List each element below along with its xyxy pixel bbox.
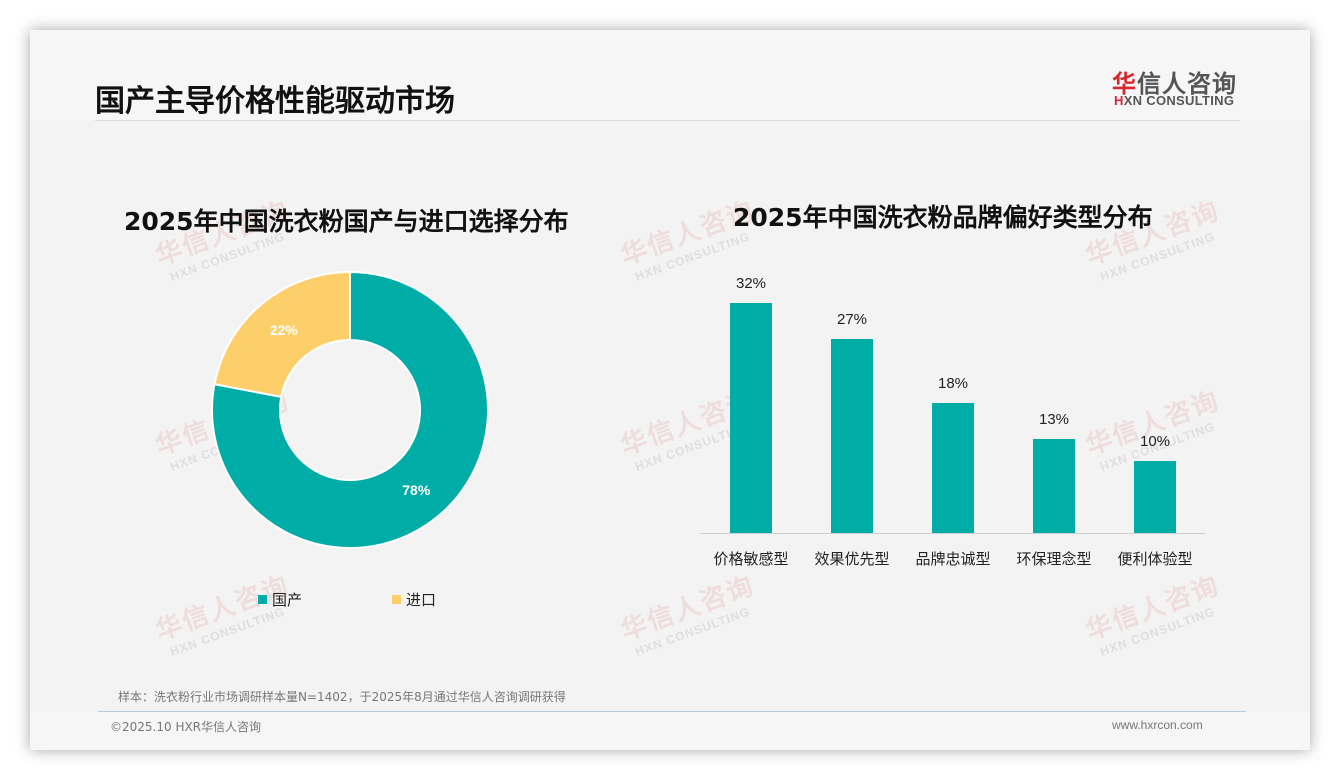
donut-slice-label: 22% — [269, 321, 298, 338]
bar — [1033, 439, 1075, 533]
donut-slice-1 — [213, 270, 351, 399]
legend-swatch — [258, 595, 267, 604]
logo-en-red: H — [1114, 93, 1124, 108]
bar — [1134, 461, 1176, 533]
copyright: ©2025.10 HXR华信人咨询 — [110, 720, 262, 734]
page-title: 国产主导价格性能驱动市场 — [95, 84, 455, 119]
logo-cn-rest: 信人咨询 — [1137, 70, 1237, 98]
bar-value-label: 13% — [1038, 411, 1070, 429]
legend-label: 国产 — [272, 591, 303, 609]
bar-chart-title: 2025年中国洗衣粉品牌偏好类型分布 — [733, 203, 1153, 232]
slide: 国产主导价格性能驱动市场 华信人咨询 HXN CONSULTING 华信人咨询 H… — [30, 30, 1310, 750]
legend-item: 进口 — [392, 589, 436, 610]
logo-en: HXN CONSULTING — [1114, 93, 1234, 108]
legend-swatch — [392, 595, 401, 604]
website-link[interactable]: www.hxrcon.com — [1112, 718, 1203, 732]
bar — [932, 403, 974, 533]
footer-divider — [98, 711, 1246, 712]
legend-item: 国产 — [258, 589, 302, 610]
legend-label: 进口 — [406, 591, 437, 609]
sample-note: 样本：洗衣粉行业市场调研样本量N=1402，于2025年8月通过华信人咨询调研获… — [118, 690, 566, 704]
bar-category-label: 环保理念型 — [1016, 550, 1092, 568]
bar-value-label: 32% — [735, 274, 767, 292]
bar-value-label: 10% — [1139, 433, 1171, 450]
donut-slice-0 — [211, 270, 489, 549]
bar-chart-axis — [700, 533, 1205, 534]
logo-cn: 华信人咨询 — [1112, 64, 1237, 99]
donut-slice-label: 78% — [402, 482, 431, 499]
brand-logo: 华信人咨询 HXN CONSULTING — [1112, 64, 1252, 114]
bar — [831, 338, 873, 533]
logo-cn-red: 华 — [1112, 70, 1137, 98]
header-divider — [95, 120, 1240, 121]
bar-category-label: 效果优先型 — [814, 550, 890, 568]
bar-value-label: 18% — [937, 375, 969, 393]
bar-category-label: 品牌忠诚型 — [915, 550, 991, 568]
bar — [730, 302, 772, 533]
bar-category-label: 价格敏感型 — [713, 550, 789, 568]
header-band — [30, 30, 1310, 120]
donut-chart-title: 2025年中国洗衣粉国产与进口选择分布 — [124, 207, 569, 236]
logo-en-rest: XN CONSULTING — [1123, 93, 1235, 108]
donut-chart — [211, 270, 489, 549]
footer-band — [30, 712, 1310, 750]
bar-category-label: 便利体验型 — [1117, 550, 1193, 568]
bar-value-label: 27% — [836, 310, 868, 328]
